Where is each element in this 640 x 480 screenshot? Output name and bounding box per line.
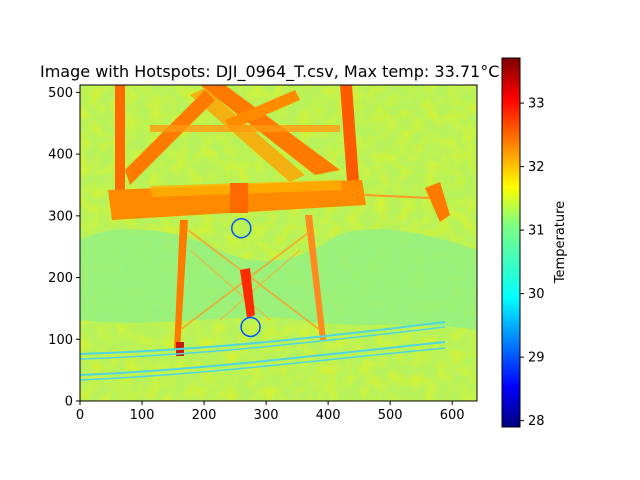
y-tick-label: 300 — [48, 209, 73, 224]
colorbar-tick-label: 28 — [528, 414, 545, 429]
y-tick-label: 100 — [48, 333, 73, 348]
y-axis: 0 100 200 300 400 500 — [48, 86, 80, 410]
x-tick-label: 500 — [378, 408, 403, 423]
colorbar — [501, 57, 521, 428]
y-tick-label: 0 — [65, 395, 73, 410]
x-axis: 0 100 200 300 400 500 600 — [76, 401, 465, 423]
hotspot-markers — [231, 217, 261, 338]
x-tick-label: 100 — [130, 408, 155, 423]
colorbar-tick-label: 32 — [528, 160, 545, 175]
x-tick-label: 300 — [254, 408, 279, 423]
x-tick-label: 200 — [192, 408, 217, 423]
y-tick-label: 500 — [48, 86, 73, 101]
chart-title: Image with Hotspots: DJI_0964_T.csv, Max… — [40, 62, 499, 82]
y-tick-label: 200 — [48, 271, 73, 286]
colorbar-axis: 28 29 30 31 32 33 — [520, 97, 545, 429]
plot-frame — [79, 84, 478, 402]
x-tick-label: 400 — [316, 408, 341, 423]
x-tick-label: 600 — [440, 408, 465, 423]
hotspot-circle — [231, 217, 252, 239]
thermal-heatmap — [80, 85, 477, 401]
colorbar-tick-label: 33 — [528, 97, 545, 112]
hotspot-circle — [240, 316, 261, 338]
y-tick-label: 400 — [48, 148, 73, 163]
colorbar-tick-label: 29 — [528, 351, 545, 366]
x-tick-label: 0 — [76, 408, 84, 423]
colorbar-label: Temperature — [553, 201, 568, 284]
colorbar-tick-label: 31 — [528, 224, 545, 239]
colorbar-tick-label: 30 — [528, 287, 545, 302]
